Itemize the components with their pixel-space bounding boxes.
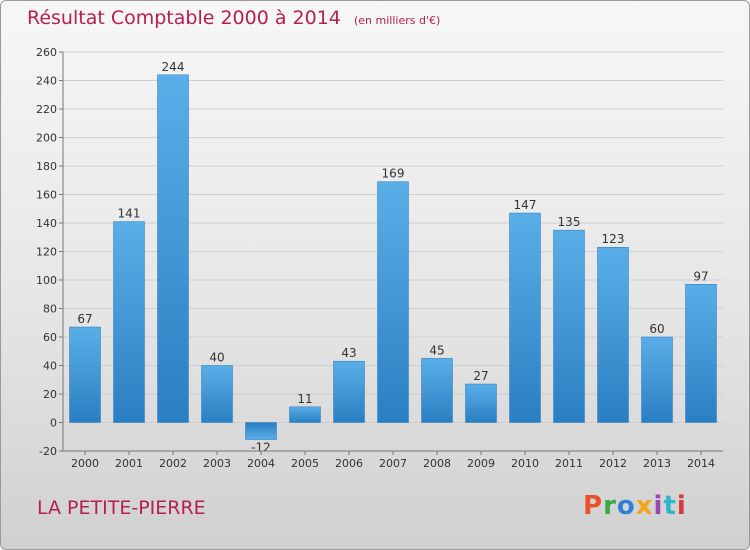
x-tick-label: 2010 <box>511 457 539 470</box>
x-tick-label: 2002 <box>159 457 187 470</box>
x-tick-label: 2014 <box>687 457 715 470</box>
y-tick-label: 120 <box>36 246 57 259</box>
logo-letter: r <box>603 491 617 521</box>
x-tick-label: 2011 <box>555 457 583 470</box>
y-tick-label: 0 <box>50 417 57 430</box>
chart-title: Résultat Comptable 2000 à 2014 <box>27 7 341 29</box>
logo-letter: i <box>653 491 664 521</box>
value-label: 97 <box>693 269 708 283</box>
value-label: 43 <box>341 346 356 360</box>
x-tick-label: 2007 <box>379 457 407 470</box>
bar <box>333 360 365 423</box>
x-tick-label: 2006 <box>335 457 363 470</box>
proxiti-logo[interactable]: Proxiti <box>583 491 687 521</box>
bar <box>421 358 453 423</box>
bar <box>157 74 189 423</box>
value-label: 141 <box>118 207 141 221</box>
logo-letter: P <box>583 491 604 521</box>
y-tick-label: 220 <box>36 103 57 116</box>
y-tick-label: 200 <box>36 132 57 145</box>
bar <box>641 336 673 423</box>
logo-letter: i <box>676 491 687 521</box>
y-tick-label: 180 <box>36 160 57 173</box>
logo-letter: o <box>616 491 636 521</box>
x-tick-label: 2008 <box>423 457 451 470</box>
x-tick-label: 2001 <box>115 457 143 470</box>
bar <box>289 406 321 423</box>
y-tick-label: 40 <box>43 360 57 373</box>
x-tick-label: 2012 <box>599 457 627 470</box>
y-tick-label: 140 <box>36 217 57 230</box>
bar <box>69 326 101 423</box>
value-label: 67 <box>77 312 92 326</box>
x-tick-label: 2000 <box>71 457 99 470</box>
value-label: 147 <box>514 198 537 212</box>
logo-letter: x <box>635 491 654 521</box>
x-tick-label: 2009 <box>467 457 495 470</box>
chart-title-block: Résultat Comptable 2000 à 2014 (en milli… <box>27 7 440 29</box>
y-tick-label: -20 <box>39 445 57 458</box>
value-label: 60 <box>649 322 664 336</box>
y-tick-label: 240 <box>36 75 57 88</box>
y-tick-label: 20 <box>43 388 57 401</box>
x-tick-label: 2005 <box>291 457 319 470</box>
bar <box>553 229 585 423</box>
bar <box>113 221 145 423</box>
x-tick-label: 2013 <box>643 457 671 470</box>
x-tick-label: 2003 <box>203 457 231 470</box>
place-name: LA PETITE-PIERRE <box>37 497 206 519</box>
y-tick-label: 160 <box>36 189 57 202</box>
value-label: 135 <box>558 215 581 229</box>
value-label: 123 <box>602 232 625 246</box>
y-tick-label: 260 <box>36 46 57 59</box>
value-label: 169 <box>382 167 405 181</box>
bar <box>377 181 409 423</box>
value-label: 40 <box>209 351 224 365</box>
value-label: 27 <box>473 369 488 383</box>
logo-letter: t <box>663 491 677 521</box>
chart-unit: (en milliers d'€) <box>353 14 441 27</box>
value-label: 11 <box>297 392 312 406</box>
y-tick-label: 100 <box>36 274 57 287</box>
bar <box>465 383 497 423</box>
x-tick-label: 2004 <box>247 457 275 470</box>
value-label: 244 <box>162 60 185 74</box>
bar <box>509 212 541 423</box>
bar <box>685 284 717 423</box>
value-label: 45 <box>429 343 444 357</box>
bar <box>597 246 629 423</box>
y-tick-label: 60 <box>43 331 57 344</box>
y-tick-label: 80 <box>43 303 57 316</box>
bar <box>201 365 233 423</box>
bar <box>245 422 277 440</box>
